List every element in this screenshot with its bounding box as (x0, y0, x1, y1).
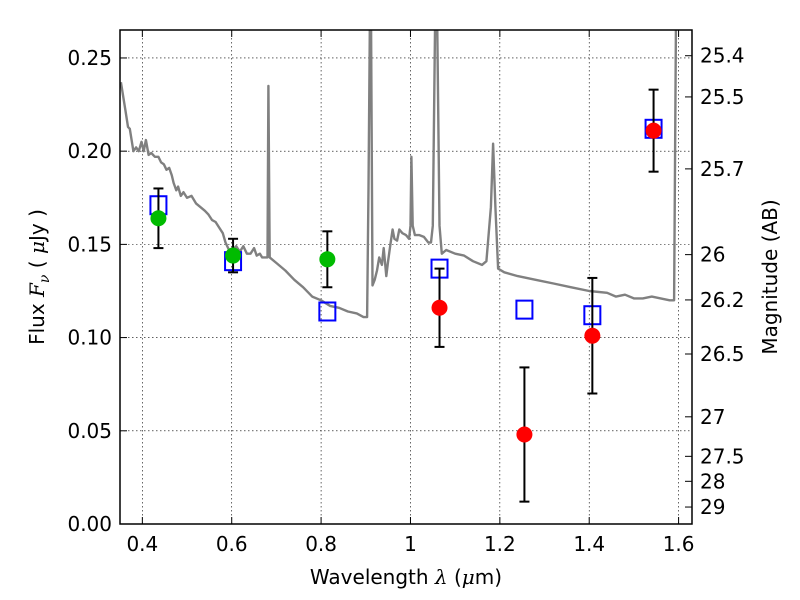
observed-flux-point (150, 210, 167, 227)
x-tick-label: 1.4 (573, 532, 605, 556)
mag-tick-label: 28 (700, 469, 725, 493)
mag-tick-label: 27.5 (700, 444, 745, 468)
y-tick-label: 0.05 (67, 419, 112, 443)
plot-frame (119, 29, 693, 525)
y2-axis-label: Magnitude (AB) (758, 199, 782, 354)
mag-tick-label: 29 (700, 495, 725, 519)
model-spectrum-layer (120, 30, 678, 319)
model-flux-square (318, 301, 337, 322)
observed-flux-point (225, 247, 242, 264)
y-tick-label: 0.25 (67, 46, 112, 70)
y-axis-label: Flux Fν ( μJy ) (25, 209, 53, 345)
mag-tick-label: 25.5 (700, 85, 745, 109)
observed-flux-point (516, 426, 533, 443)
observed-flux-point (319, 251, 336, 268)
observed-flux-point (431, 299, 448, 316)
x-tick-label: 0.4 (126, 532, 158, 556)
mag-tick-label: 26.5 (700, 342, 745, 366)
x-tick-label: 0.6 (216, 532, 248, 556)
axis-ticks: 0.4 0.6 0.8 1 1.2 1.4 1.6 0.00 0.05 0.10 0.15 0.20 0… (67, 30, 745, 556)
y-tick-label: 0.15 (67, 232, 112, 256)
plot-data (120, 30, 678, 503)
mag-tick-label: 25.4 (700, 44, 745, 68)
observed-flux-point (584, 327, 601, 344)
y-tick-label: 0.20 (67, 139, 112, 163)
mag-tick-label: 25.7 (700, 157, 745, 181)
mag-tick-label: 27 (700, 405, 725, 429)
observed-flux-point (645, 122, 662, 139)
x-tick-label: 1.2 (484, 532, 516, 556)
x-tick-label: 1.6 (663, 532, 695, 556)
mag-tick-label: 26.2 (700, 288, 745, 312)
y-tick-label: 0.00 (67, 512, 112, 536)
model-spectrum-line (120, 30, 678, 319)
grid-lines (120, 30, 692, 525)
mag-tick-label: 26 (700, 243, 725, 267)
markers-layer (149, 88, 663, 503)
x-axis-label: Wavelength λ (μm) (310, 565, 502, 589)
x-tick-label: 0.8 (305, 532, 337, 556)
y-tick-label: 0.10 (67, 326, 112, 350)
model-flux-square (515, 299, 534, 320)
x-tick-label: 1 (404, 532, 417, 556)
